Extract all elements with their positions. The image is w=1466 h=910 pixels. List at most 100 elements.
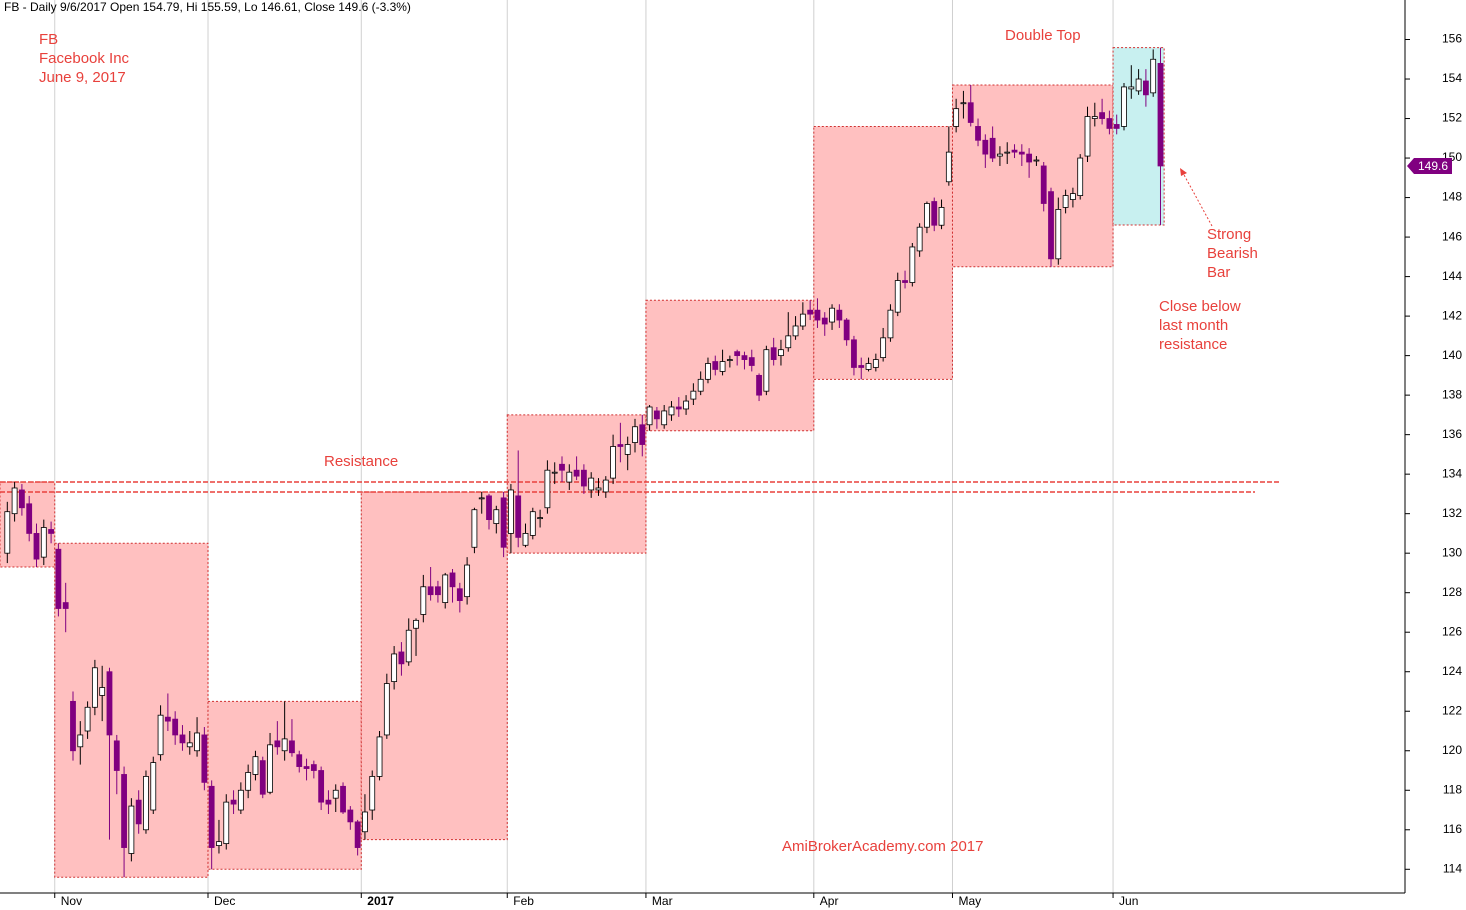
candle-body	[858, 365, 865, 368]
candle-body	[617, 444, 624, 447]
candle-body	[668, 406, 675, 416]
x-tick-label: May	[958, 894, 981, 908]
candle-body	[522, 533, 529, 546]
candle-body	[252, 756, 259, 775]
price-tag	[1407, 157, 1452, 174]
candle-body	[712, 361, 719, 370]
x-tick-label: Feb	[513, 894, 534, 908]
candle-body	[310, 764, 317, 771]
candle-body	[726, 359, 733, 361]
candle-body	[486, 495, 492, 520]
candle-body	[902, 280, 908, 283]
candle-body	[573, 469, 580, 477]
candle-body	[931, 201, 938, 226]
candle-body	[1157, 63, 1164, 167]
candle-body	[807, 309, 814, 315]
candle-layer	[4, 47, 1164, 878]
candle-body	[325, 799, 332, 805]
candle-body	[1106, 118, 1113, 129]
candle-body	[77, 734, 84, 748]
candle-body	[478, 497, 485, 500]
candle-body	[1048, 191, 1054, 260]
candle-body	[1084, 116, 1091, 157]
bearish-label: Strong	[1207, 226, 1251, 243]
candle-body	[559, 463, 565, 471]
candle-body	[208, 785, 215, 848]
candle-body	[1150, 58, 1157, 94]
candle-body	[376, 736, 383, 777]
y-tick-label: 122	[1442, 703, 1462, 717]
candle-body	[632, 426, 638, 443]
candle-body	[610, 446, 616, 479]
resistance-label: Resistance	[324, 453, 398, 470]
y-tick-label: 146	[1442, 229, 1462, 243]
x-tick-label: Nov	[61, 894, 82, 908]
candle-body	[872, 359, 879, 368]
candle-body	[1128, 86, 1135, 90]
candle-body	[442, 574, 449, 603]
candle-body	[566, 471, 573, 483]
candle-body	[967, 102, 974, 123]
candle-body	[259, 760, 266, 795]
candle-body	[157, 714, 164, 756]
range-box	[951, 84, 1114, 268]
candle-body	[354, 821, 361, 848]
candle-body	[887, 309, 894, 339]
candle-body	[602, 479, 609, 493]
candle-body	[916, 226, 923, 252]
candle-body	[216, 841, 222, 846]
candle-body	[529, 511, 536, 536]
price-tag-label: 149.6	[1418, 159, 1448, 173]
candle-body	[55, 548, 62, 609]
y-tick-label: 142	[1442, 308, 1462, 322]
candle-body	[230, 799, 237, 805]
arrow-line	[1182, 172, 1213, 227]
candle-body	[340, 785, 346, 813]
candle-body	[413, 619, 419, 629]
x-tick-label: Dec	[214, 894, 235, 908]
y-tick-label: 132	[1442, 506, 1462, 520]
candle-body	[508, 489, 514, 534]
candle-body	[237, 789, 244, 811]
candle-body	[960, 102, 967, 105]
candle-body	[113, 740, 120, 771]
candle-body	[763, 349, 770, 392]
candle-body	[172, 718, 179, 736]
close-below-label: Close below	[1159, 298, 1241, 315]
candle-body	[924, 203, 930, 228]
candle-body	[267, 744, 273, 793]
candle-body	[128, 805, 135, 854]
y-tick-label: 116	[1443, 822, 1462, 836]
candle-body	[296, 754, 303, 767]
candle-body	[836, 309, 843, 321]
candle-body	[456, 588, 463, 602]
bearish-label: Bar	[1207, 264, 1230, 281]
candle-body	[1033, 159, 1040, 162]
candle-body	[398, 651, 405, 665]
candle-body	[719, 361, 726, 372]
candle-body	[1099, 112, 1106, 119]
box-layer	[0, 47, 1280, 878]
candle-body	[1026, 153, 1033, 163]
candle-body	[1055, 209, 1062, 260]
candle-body	[391, 653, 398, 683]
candle-body	[435, 586, 441, 596]
candle-body	[843, 319, 850, 341]
x-tick-label: Apr	[820, 894, 839, 908]
candle-body	[500, 497, 507, 548]
candle-body	[829, 307, 835, 323]
candle-body	[653, 410, 660, 420]
candle-body	[997, 153, 1003, 157]
x-tick-label: Jun	[1119, 894, 1138, 908]
candle-body	[989, 137, 996, 159]
candle-body	[690, 390, 697, 400]
candle-body	[624, 444, 631, 455]
candle-body	[683, 400, 689, 410]
y-tick-label: 118	[1443, 782, 1462, 796]
candle-body	[909, 246, 916, 283]
candle-body	[48, 529, 54, 534]
candle-body	[70, 700, 76, 752]
y-tick-label: 126	[1442, 624, 1462, 638]
candle-body	[347, 809, 354, 823]
